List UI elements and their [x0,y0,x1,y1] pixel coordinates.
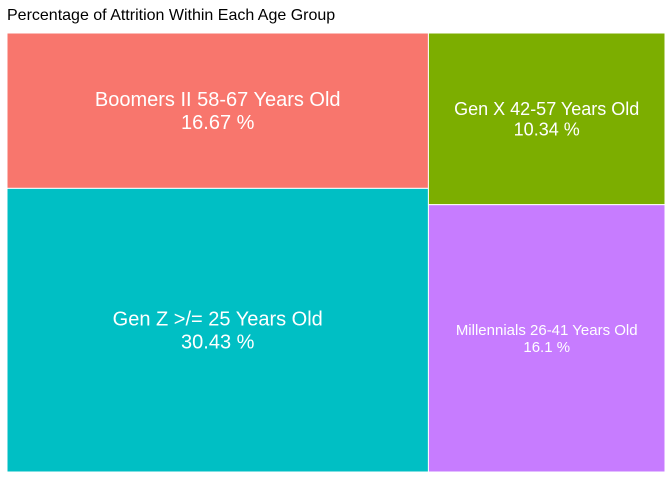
tile-rect-gen [427,32,666,206]
tile-value-boomers: 16.67 % [181,112,255,134]
chart-title: Percentage of Attrition Within Each Age … [7,7,336,24]
tile-value-gen: 30.43 % [181,332,255,354]
tile-label-gen: Gen Z >/= 25 Years Old [113,309,323,331]
tile-value-millennials: 16.1 % [523,339,570,356]
tile-rect-millennials [427,204,666,473]
tile-label-millennials: Millennials 26-41 Years Old [456,322,638,339]
tile-value-gen: 10.34 % [514,119,580,139]
tile-label-boomers: Boomers II 58-67 Years Old [95,89,341,111]
tile-label-gen: Gen X 42-57 Years Old [454,99,639,119]
tile-rect-gen [6,187,429,473]
